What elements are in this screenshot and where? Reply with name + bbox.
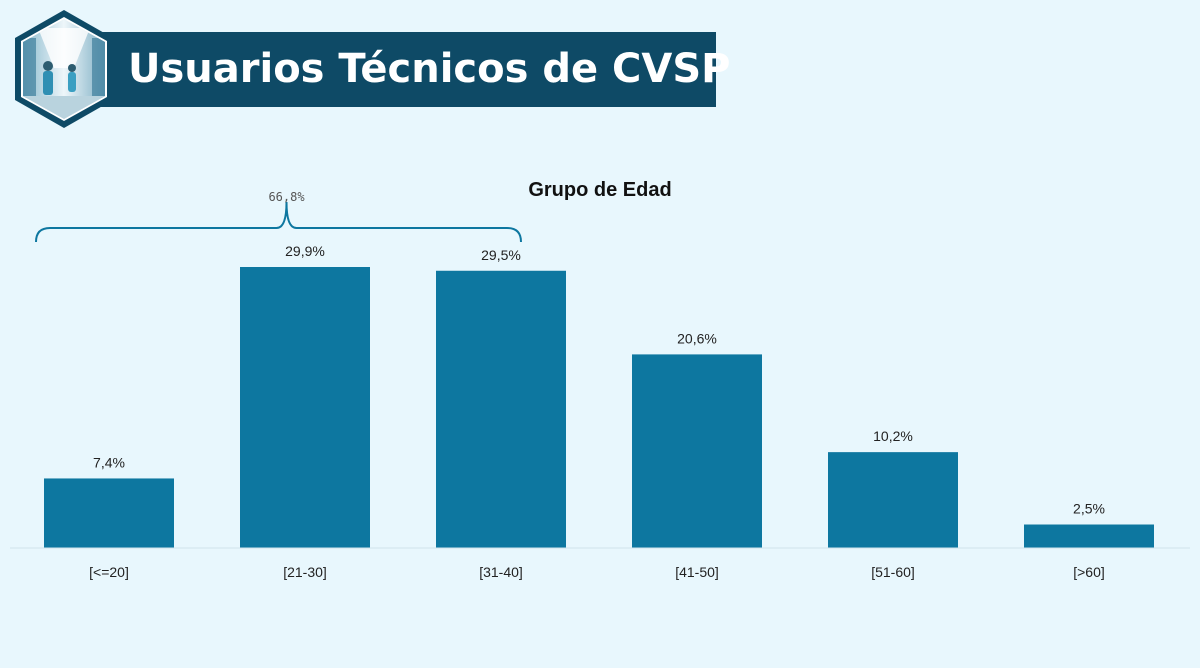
bar (44, 478, 174, 548)
category-label: [<=20] (89, 564, 129, 580)
bar (436, 270, 566, 548)
bar-value-label: 20,6% (677, 330, 717, 346)
category-label: [51-60] (871, 564, 915, 580)
bar (632, 354, 762, 548)
chart-title: Grupo de Edad (528, 179, 671, 201)
summary-bracket (35, 201, 522, 243)
title-banner (60, 32, 716, 107)
bar (828, 452, 958, 548)
category-label: [31-40] (479, 564, 523, 580)
bar (240, 267, 370, 548)
category-label: [21-30] (283, 564, 327, 580)
bar-value-label: 2,5% (1073, 501, 1105, 517)
category-label: [>60] (1073, 564, 1105, 580)
bar-value-label: 7,4% (93, 454, 125, 470)
category-label: [41-50] (675, 564, 719, 580)
hospital-logo-icon (15, 10, 113, 128)
bar-value-label: 10,2% (873, 428, 913, 444)
summary-bracket-label: 66,8% (268, 190, 305, 204)
bar (1024, 524, 1154, 548)
bar-value-label: 29,5% (481, 247, 521, 263)
page-title: Usuarios Técnicos de CVSP (128, 46, 731, 92)
bar-value-label: 29,9% (285, 243, 325, 259)
